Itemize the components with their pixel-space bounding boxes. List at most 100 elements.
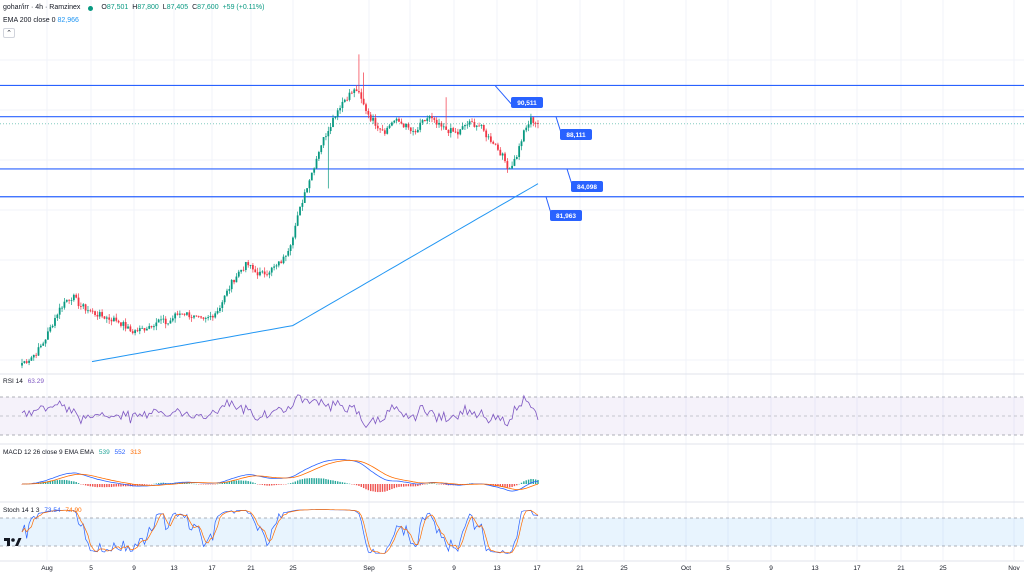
candles: [0, 54, 1024, 369]
candle-body: [369, 114, 372, 121]
candle-body: [284, 255, 287, 257]
macd-hist-bar: [386, 484, 388, 491]
macd-hist-bar: [132, 484, 134, 487]
candle-body: [508, 168, 511, 170]
candle-body: [204, 318, 207, 319]
macd-hist-bar: [499, 484, 502, 487]
candle-body: [478, 125, 480, 127]
macd-hist-bar: [501, 484, 504, 487]
candle-body: [75, 294, 78, 298]
macd-hist-bar: [414, 484, 417, 487]
macd-hist-bar: [106, 484, 108, 488]
candle-body: [424, 120, 426, 122]
tradingview-logo-icon[interactable]: [3, 535, 25, 549]
macd-hist-bar: [339, 481, 341, 484]
candle-body: [336, 110, 339, 117]
candle-body: [292, 237, 294, 246]
x-tick-label-0: Aug: [41, 565, 53, 572]
macd-hist-bar: [294, 481, 297, 484]
macd-hist-bar: [146, 484, 148, 485]
collapse-legend-button[interactable]: ⌃: [3, 28, 15, 38]
candle-body: [49, 327, 52, 332]
macd-hist-bar: [419, 484, 421, 486]
candle-body: [332, 117, 334, 128]
macd-hist-bar: [388, 484, 391, 491]
macd-hist-bar: [96, 484, 99, 488]
macd-hist-value: 539: [98, 449, 110, 456]
candle-body: [353, 89, 356, 93]
x-tick-label-1: 5: [89, 565, 93, 572]
macd-hist-bar: [47, 481, 49, 484]
candle-body: [254, 269, 257, 273]
macd-hist-bar: [70, 481, 73, 484]
x-tick-label-20: 25: [939, 565, 947, 572]
candle-body: [51, 325, 54, 328]
ohlc-open: O87,501: [101, 4, 129, 11]
candle-body: [405, 123, 407, 128]
macd-hist-bar: [273, 484, 275, 486]
candle-body: [334, 116, 337, 118]
rsi-legend[interactable]: RSI 14 63.29: [3, 377, 47, 386]
candle-body: [169, 320, 172, 324]
macd-hist-bar: [306, 478, 308, 484]
x-tick-label-17: 13: [811, 565, 819, 572]
macd-hist-bar: [516, 484, 518, 486]
macd-hist-bar: [393, 484, 395, 489]
macd-hist-bar: [120, 484, 122, 487]
candle-body: [96, 314, 99, 317]
candle-body: [306, 188, 308, 193]
candle-body: [275, 265, 278, 267]
macd-legend[interactable]: MACD 12 26 close 9 EMA EMA 539 552 313: [3, 448, 144, 457]
macd-hist-bar: [228, 481, 231, 484]
candle-body: [136, 330, 139, 332]
candle-body: [77, 297, 80, 307]
macd-hist-bar: [226, 481, 228, 484]
level-label-0: 90,511: [517, 100, 537, 107]
macd-hist-bar: [377, 484, 379, 493]
macd-hist-bar: [509, 484, 511, 488]
candle-body: [355, 89, 358, 92]
candle-body: [91, 310, 94, 312]
candle-body: [416, 129, 419, 133]
macd-hist-bar: [355, 484, 358, 486]
candle-body: [327, 131, 330, 137]
candle-body: [226, 290, 228, 296]
macd-hist-bar: [532, 479, 534, 484]
macd-hist-bar: [313, 478, 315, 484]
candle-body: [407, 123, 410, 128]
candle-body: [138, 328, 141, 332]
macd-hist-bar: [362, 484, 365, 489]
macd-hist-bar: [318, 478, 320, 484]
candle-body: [452, 128, 455, 132]
stoch-band: [0, 518, 1024, 546]
ema-legend[interactable]: EMA 200 close 0 82,966: [3, 16, 79, 26]
candle-body: [54, 318, 56, 326]
candle-body: [124, 322, 127, 329]
macd-hist-bar: [299, 479, 301, 484]
candle-body: [28, 360, 30, 363]
symbol-legend[interactable]: gohar/irr · 4h · Ramzinex O87,501 H87,80…: [3, 3, 265, 13]
candle-body: [325, 136, 327, 138]
macd-hist-bar: [117, 484, 120, 487]
candle-body: [426, 118, 429, 122]
macd-hist-bar: [122, 484, 125, 487]
x-tick-label-10: 13: [493, 565, 501, 572]
candle-body: [402, 123, 405, 128]
macd-hist-bar: [259, 484, 261, 485]
macd-hist-bar: [367, 484, 370, 491]
candle-body: [171, 318, 174, 321]
ohlc-close: C87,600: [192, 4, 219, 11]
macd-hist-bar: [443, 484, 445, 485]
candle-body: [530, 117, 532, 125]
candle-body: [341, 101, 344, 109]
rsi-pane: [21, 394, 539, 429]
candle-body: [489, 136, 492, 142]
macd-hist-bar: [398, 484, 400, 487]
candle-body: [230, 279, 233, 290]
stoch-legend[interactable]: Stoch 14 1 3 73.54 74.90: [3, 506, 85, 515]
candle-body: [202, 317, 205, 319]
candle-body: [148, 326, 151, 329]
candle-body: [447, 129, 450, 134]
macd-hist-bar: [235, 480, 238, 484]
